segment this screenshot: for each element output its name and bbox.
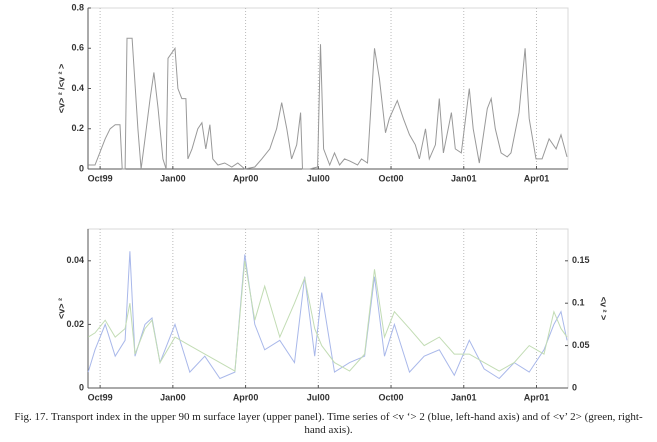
x-tick-label: Jan01 xyxy=(451,392,477,402)
caption: Fig. 17. Transport index in the upper 90… xyxy=(14,411,643,436)
figure: Oct99 Jan00 Apr00 Jul00 Oct00 Jan01 Apr01 0 0.2 0… xyxy=(56,2,609,402)
x-tick-label: Jan00 xyxy=(160,392,186,402)
x-tick-label: Oct99 xyxy=(88,173,113,183)
y-tick-label: 0 xyxy=(79,163,84,173)
plot-frame xyxy=(87,228,569,389)
y-tick-label: 0 xyxy=(79,382,84,392)
y2-tick-label: 0.15 xyxy=(572,255,590,265)
y2-axis-label: <v ² > xyxy=(599,297,609,321)
y-tick-label: 0.6 xyxy=(71,43,84,53)
line xyxy=(87,251,568,380)
y-tick-label: 0.4 xyxy=(71,83,84,93)
x-tick-label: Oct00 xyxy=(379,173,404,183)
y-axis-label: <v> ² xyxy=(56,298,66,319)
y-tick-label: 0.2 xyxy=(71,123,84,133)
x-tick-label: Jan01 xyxy=(451,173,477,183)
plot-frame xyxy=(87,7,569,170)
y2-tick-label: 0.1 xyxy=(572,298,585,308)
x-tick-label: Apr00 xyxy=(233,392,259,402)
x-tick-label: Jul00 xyxy=(307,173,330,183)
x-tick-label: Oct00 xyxy=(379,392,404,402)
x-tick-label: Jan00 xyxy=(160,173,186,183)
x-tick-label: Apr00 xyxy=(233,173,259,183)
line xyxy=(88,37,568,170)
y-axis-label: <v> ² /<v ² > xyxy=(56,64,66,114)
x-tick-label: Oct99 xyxy=(88,392,113,402)
x-tick-label: Apr01 xyxy=(524,173,550,183)
y2-tick-label: 0.05 xyxy=(572,340,590,350)
y-tick-label: 0.8 xyxy=(71,2,84,12)
y2-tick-label: 0 xyxy=(572,382,577,392)
x-tick-label: Jul00 xyxy=(307,392,330,402)
y-tick-label: 0.02 xyxy=(66,319,84,329)
y-tick-label: 0.04 xyxy=(66,255,84,265)
line xyxy=(87,260,568,372)
x-tick-label: Apr01 xyxy=(524,392,550,402)
